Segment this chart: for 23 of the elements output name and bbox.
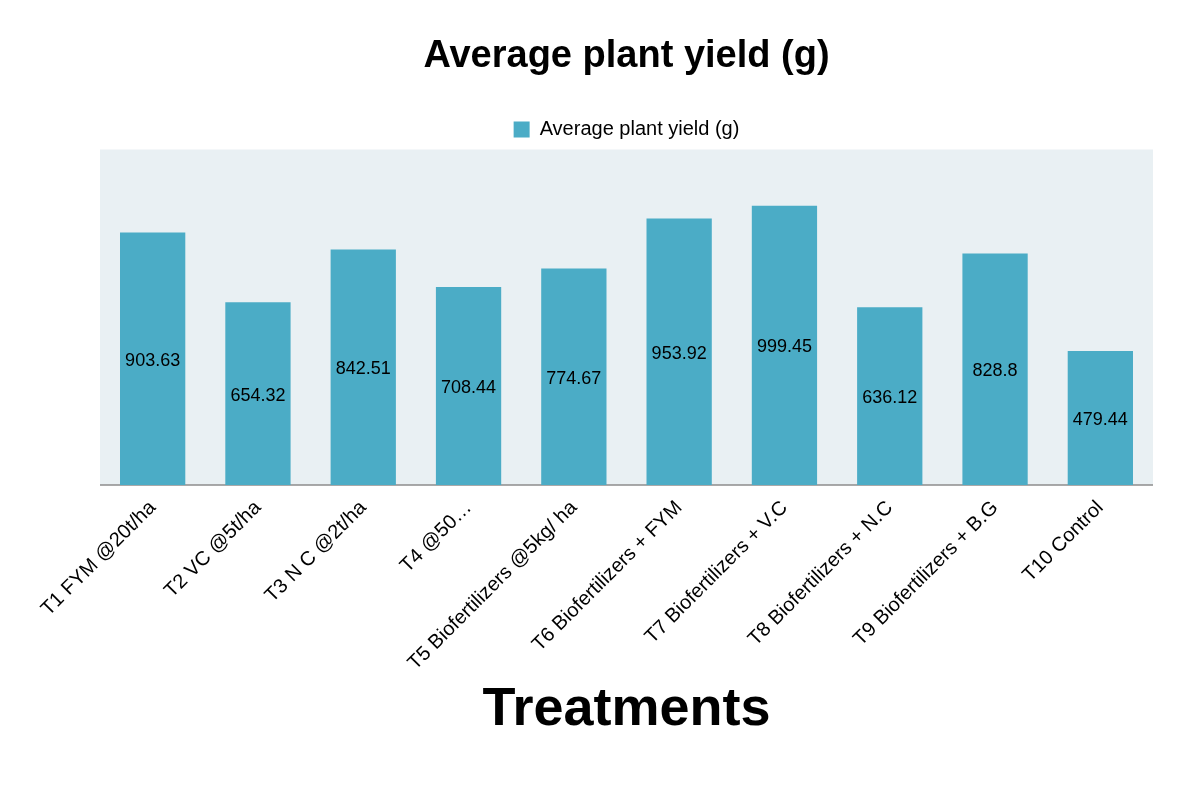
data-label: 654.32 bbox=[230, 384, 286, 405]
data-label: 636.12 bbox=[862, 387, 918, 408]
bar bbox=[541, 268, 607, 486]
bar bbox=[120, 232, 186, 486]
data-label: 842.51 bbox=[335, 358, 391, 379]
bar bbox=[330, 249, 396, 486]
legend-label: Average plant yield (g) bbox=[539, 117, 740, 140]
bar bbox=[962, 253, 1028, 486]
data-label: 828.8 bbox=[972, 360, 1018, 381]
bar bbox=[1067, 351, 1133, 486]
bar bbox=[751, 205, 818, 486]
data-label: 999.45 bbox=[756, 336, 812, 357]
data-label: 479.44 bbox=[1072, 409, 1128, 430]
bar bbox=[225, 302, 291, 486]
bar bbox=[646, 218, 712, 486]
data-label: 708.44 bbox=[441, 377, 497, 398]
chart-title: Average plant yield (g) bbox=[423, 33, 830, 76]
data-label: 953.92 bbox=[651, 342, 707, 363]
x-axis-title: Treatments bbox=[482, 676, 771, 737]
data-label: 903.63 bbox=[125, 349, 181, 370]
data-label: 774.67 bbox=[546, 367, 602, 388]
bar bbox=[435, 287, 502, 486]
bar bbox=[857, 307, 923, 486]
